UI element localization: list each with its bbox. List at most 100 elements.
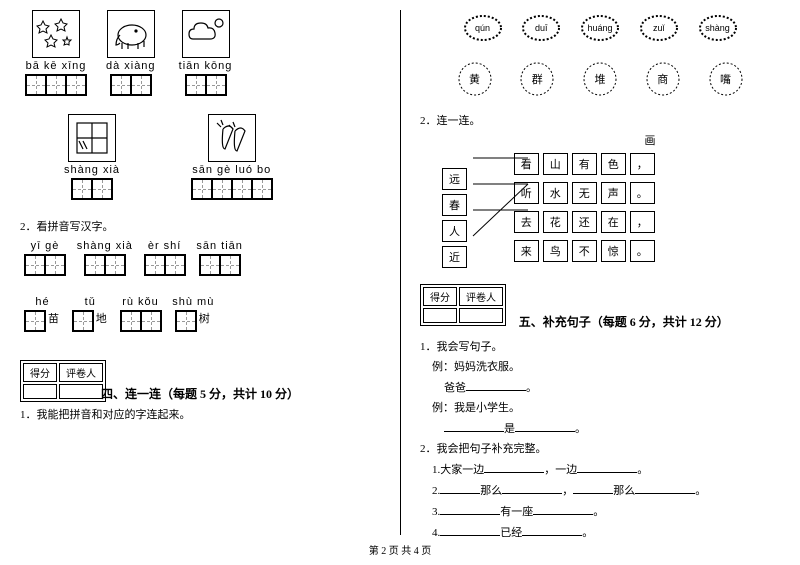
grader-label: 评卷人 [459, 287, 503, 306]
write-grid [199, 254, 241, 276]
match-item: 声 [601, 182, 626, 204]
write-grid [185, 74, 227, 96]
blank [466, 378, 526, 391]
match-item: ， [630, 211, 655, 233]
circle-label: 堆 [595, 71, 606, 87]
sun-badge: huáng [575, 10, 625, 46]
blank [522, 523, 582, 536]
sun-row: qún duī huáng zuǐ shàng [420, 10, 780, 49]
text: 是 [504, 423, 515, 435]
sun-badge: qún [458, 10, 508, 46]
circle-badge: 黄 [455, 59, 495, 99]
match-item: 无 [572, 182, 597, 204]
write-grid [144, 254, 186, 276]
match-item: 听 [514, 182, 539, 204]
blank [440, 481, 480, 494]
item-2: 2.那么，那么。 [432, 481, 780, 498]
item: èr shí [144, 238, 186, 276]
score-label: 得分 [23, 363, 57, 382]
circle-label: 黄 [469, 71, 480, 87]
sun-label: qún [475, 23, 490, 33]
page-footer: 第 2 页 共 4 页 [0, 542, 800, 557]
write-grid [175, 310, 197, 332]
write-grid [110, 74, 152, 96]
stars-icon [32, 10, 80, 58]
match-item: 来 [514, 240, 539, 262]
score-box: 得分评卷人 [420, 284, 506, 326]
circle-badge: 商 [643, 59, 683, 99]
sun-label: shàng [705, 23, 730, 33]
blank [440, 502, 500, 515]
circle-badge: 群 [517, 59, 557, 99]
item: rù kǒu [120, 294, 162, 332]
write-grid [84, 254, 126, 276]
example-2: 例：我是小学生。 [432, 399, 780, 415]
match-item: 去 [514, 211, 539, 233]
match-area: 画 远 春 人 近 看山有色， 听水无声。 去花还在， 来鸟不惊。 [440, 132, 780, 270]
suffix: 苗 [48, 310, 59, 326]
pinyin: sān tiān [196, 240, 243, 252]
item-window: shàng xià [60, 114, 124, 200]
circle-row: 黄 群 堆 商 嘴 [420, 59, 780, 102]
right-column: qún duī huáng zuǐ shàng 黄 群 堆 商 嘴 2．连一连。… [400, 0, 800, 565]
pinyin: tǔ [72, 296, 109, 308]
pinyin: shàng xià [60, 164, 124, 176]
item: yī gè [24, 238, 66, 276]
text: ， [562, 485, 573, 497]
question-2: 2．连一连。 [420, 112, 780, 128]
pinyin: rù kǒu [120, 296, 162, 308]
blank [577, 460, 637, 473]
item-1: 1.大家一边，一边。 [432, 460, 780, 477]
circle-label: 群 [532, 71, 543, 87]
fill-2: 是。 [444, 419, 780, 436]
match-item: 。 [630, 240, 655, 262]
text: 爸爸 [444, 382, 466, 394]
circle-label: 嘴 [720, 71, 731, 87]
score-box: 得分评卷人 [20, 360, 106, 402]
match-item: 人 [442, 220, 467, 242]
item-cloud: tiān kōng [174, 10, 238, 96]
text: 。 [582, 527, 593, 539]
blank [533, 502, 593, 515]
write-grid [24, 254, 66, 276]
blank [515, 419, 575, 432]
match-item: 近 [442, 246, 467, 268]
pinyin-row-3: yī gè shàng xià èr shí sān tiān [20, 238, 380, 284]
match-item: 在 [601, 211, 626, 233]
item: hé苗 [24, 294, 61, 332]
section-5-title: 五、补充句子（每题 6 分，共计 12 分） [519, 313, 729, 330]
match-right: 看山有色， 听水无声。 去花还在， 来鸟不惊。 [512, 148, 657, 267]
window-icon [68, 114, 116, 162]
circle-badge: 嘴 [706, 59, 746, 99]
pinyin-row-4: hé苗 tǔ地 rù kǒu shù mù树 [20, 294, 380, 340]
match-item: 山 [543, 153, 568, 175]
num: 3. [432, 506, 440, 518]
match-item: 春 [442, 194, 467, 216]
sun-badge: shàng [693, 10, 743, 46]
match-item: 惊 [601, 240, 626, 262]
text: 。 [593, 506, 604, 518]
pinyin: bā kē xīng [24, 60, 88, 72]
text: 大家一边 [440, 464, 484, 476]
question-2: 2．看拼音写汉字。 [20, 218, 380, 234]
text: 那么 [480, 485, 502, 497]
match-item: 色 [601, 153, 626, 175]
item-carrot: sān gè luó bo [191, 114, 273, 200]
item-4: 4.已经。 [432, 523, 780, 540]
pinyin: sān gè luó bo [191, 164, 273, 176]
match-item: 鸟 [543, 240, 568, 262]
match-left: 远 春 人 近 [440, 166, 469, 270]
write-grid [72, 310, 94, 332]
score-label: 得分 [423, 287, 457, 306]
item: shàng xià [77, 238, 133, 276]
match-item: 看 [514, 153, 539, 175]
blank [444, 419, 504, 432]
sun-label: huáng [587, 23, 612, 33]
section-4-header: 得分评卷人 四、连一连（每题 5 分，共计 10 分） [20, 360, 380, 402]
text: ，一边 [544, 464, 577, 476]
text: 已经 [500, 527, 522, 539]
item-3: 3. 有一座 。 [432, 502, 780, 519]
item: sān tiān [196, 238, 243, 276]
text: 有一座 [500, 506, 533, 518]
write-grid [25, 74, 87, 96]
